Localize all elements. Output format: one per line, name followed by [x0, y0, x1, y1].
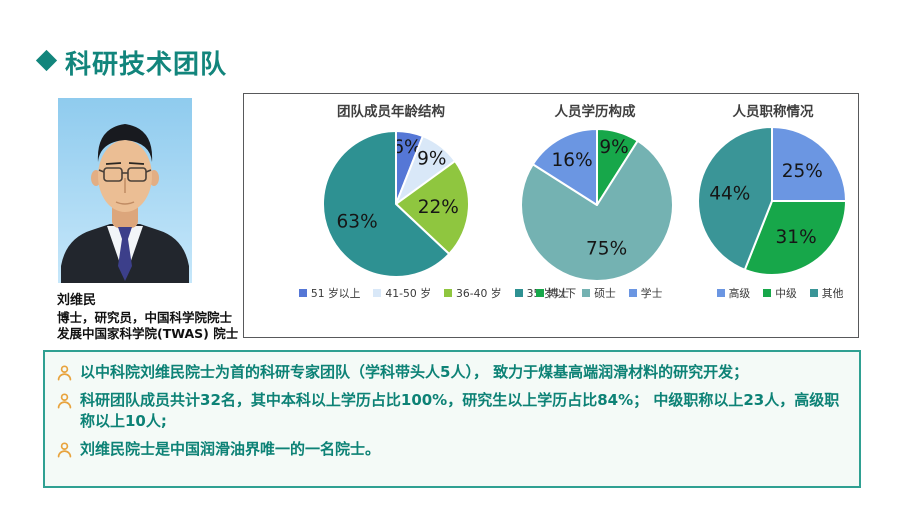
- person-icon: [57, 365, 72, 381]
- legend-label: 硕士: [594, 287, 616, 300]
- chart-title-age: 团队成员年龄结构: [337, 104, 445, 120]
- legend-swatch-icon: [535, 289, 544, 297]
- summary-box: 以中科院刘维民院士为首的科研专家团队（学科带头人5人）， 致力于煤基高端润滑材料…: [43, 350, 861, 488]
- legend-education: 博士 硕士 学士: [499, 286, 699, 300]
- bullet-row: 以中科院刘维民院士为首的科研专家团队（学科带头人5人）， 致力于煤基高端润滑材料…: [57, 362, 845, 383]
- diamond-icon: [35, 49, 58, 72]
- tie: [118, 227, 132, 281]
- chart-title-rank: 人员职称情况: [732, 104, 814, 120]
- legend-swatch-icon: [514, 289, 523, 297]
- portrait-caption: 刘维民 博士，研究员，中国科学院院士 发展中国家科学院(TWAS) 院士: [57, 293, 297, 343]
- legend-swatch-icon: [809, 289, 818, 297]
- chart-title-education: 人员学历构成: [554, 104, 636, 120]
- legend-swatch-icon: [716, 289, 725, 297]
- legend-1-item-1: 硕士: [582, 285, 616, 301]
- legend-2-item-1: 中级: [763, 285, 797, 301]
- legend-rank: 高级 中级 其他: [680, 286, 880, 300]
- legend-0-item-2: 36-40 岁: [444, 285, 502, 301]
- page-title: 科研技术团队: [65, 50, 228, 80]
- person-title-line: 发展中国家科学院(TWAS) 院士: [57, 326, 239, 341]
- legend-swatch-icon: [763, 289, 772, 297]
- eyebrows: [105, 162, 145, 165]
- bullet-text: 科研团队成员共计32名，其中本科以上学历占比100%，研究生以上学历占比84%；…: [80, 391, 840, 430]
- legend-label: 博士: [547, 287, 570, 300]
- legend-label: 36-40 岁: [456, 287, 502, 300]
- legend-label: 51 岁以上: [310, 287, 361, 300]
- legend-0-item-0: 51 岁以上: [298, 285, 361, 301]
- legend-2-item-2: 其他: [809, 285, 844, 301]
- legend-swatch-icon: [373, 289, 382, 297]
- hair: [97, 124, 153, 162]
- person-name: 刘维民: [57, 293, 97, 308]
- person-icon: [57, 393, 72, 409]
- face: [98, 140, 152, 212]
- legend-swatch-icon: [582, 289, 591, 297]
- bullet-text: 以中科院刘维民院士为首的科研专家团队（学科带头人5人）， 致力于煤基高端润滑材料…: [80, 363, 749, 381]
- person-title-line: 博士，研究员，中国科学院院士: [57, 309, 233, 325]
- person-icon: [57, 442, 72, 458]
- charts-panel: [243, 93, 859, 338]
- glasses: [98, 167, 152, 182]
- legend-swatch-icon: [444, 289, 452, 297]
- nose-mouth: [115, 178, 135, 205]
- legend-label: 高级: [728, 287, 751, 300]
- legend-label: 41-50 岁: [385, 287, 431, 300]
- legend-label: 学士: [640, 287, 663, 300]
- legend-label: 中级: [775, 287, 797, 300]
- bullet-row: 科研团队成员共计32名，其中本科以上学历占比100%，研究生以上学历占比84%；…: [57, 390, 845, 432]
- bullet-row: 刘维民院士是中国润滑油界唯一的一名院士。: [57, 439, 845, 460]
- legend-label: 其他: [821, 287, 844, 300]
- bullet-text: 刘维民院士是中国润滑油界唯一的一名院士。: [80, 440, 381, 458]
- legend-swatch-icon: [628, 289, 637, 297]
- legend-2-item-0: 高级: [716, 285, 751, 301]
- legend-swatch-icon: [298, 289, 307, 297]
- legend-1-item-2: 学士: [628, 285, 663, 301]
- legend-0-item-1: 41-50 岁: [373, 285, 431, 301]
- portrait-photo: [58, 98, 192, 283]
- legend-1-item-0: 博士: [535, 285, 570, 301]
